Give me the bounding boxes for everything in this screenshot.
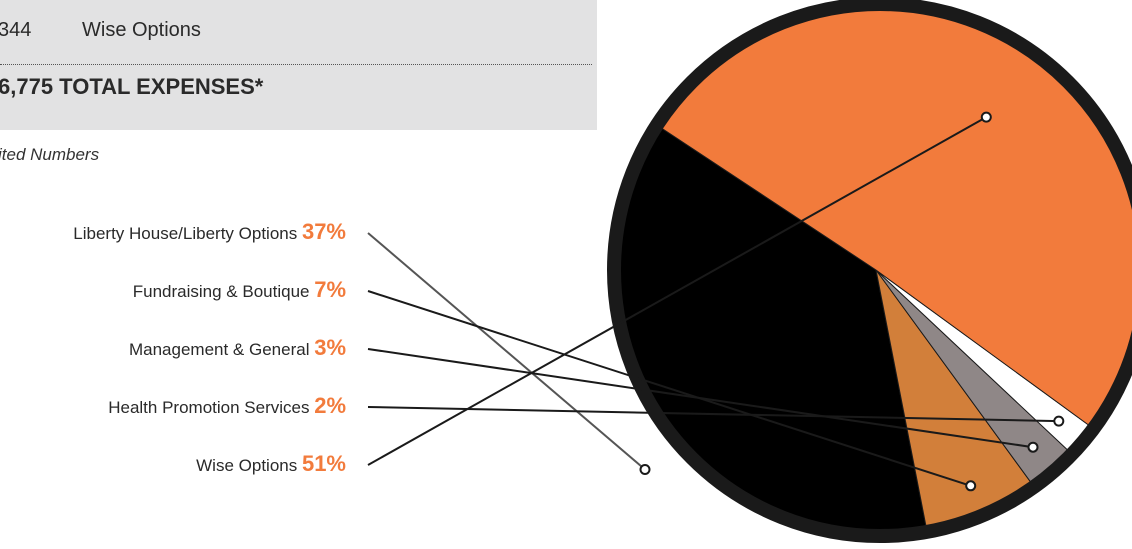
leader-line-wise-options — [367, 116, 987, 466]
leader-line-fundraising-boutique — [367, 290, 972, 487]
legend-label: Fundraising & Boutique — [133, 282, 314, 301]
legend-percent: 37% — [302, 219, 346, 244]
total-expenses: 6,775 TOTAL EXPENSES* — [0, 74, 264, 99]
legend-label: Health Promotion Services — [108, 398, 314, 417]
leader-dot-liberty-house-liberty-options — [639, 464, 651, 475]
legend-percent: 51% — [302, 451, 346, 476]
legend-label: Wise Options — [196, 456, 302, 475]
expense-row-name: Wise Options — [82, 19, 201, 41]
legend-percent: 7% — [314, 277, 346, 302]
leader-line-liberty-house-liberty-options — [367, 232, 646, 471]
footnote: ited Numbers — [0, 145, 100, 164]
legend-label: Management & General — [129, 340, 314, 359]
leader-dot-fundraising-boutique — [965, 480, 977, 492]
leader-line-health-promotion-services — [367, 406, 1059, 423]
legend-entry-health-promotion-services: Health Promotion Services 2% — [108, 393, 346, 418]
legend: Liberty House/Liberty Options 37% Fundrai… — [73, 219, 346, 476]
legend-entry-liberty-house-liberty-options: Liberty House/Liberty Options 37% — [73, 219, 346, 244]
expense-row-amount: 344 — [0, 19, 32, 41]
pie-outline — [607, 0, 1132, 543]
leader-dot-health-promotion-services — [1053, 415, 1065, 427]
legend-entry-management-general: Management & General 3% — [129, 335, 346, 360]
leader-lines — [367, 111, 1065, 492]
dotted-divider — [0, 64, 592, 65]
legend-entry-wise-options: Wise Options 51% — [196, 451, 346, 476]
legend-percent: 2% — [314, 393, 346, 418]
legend-label: Liberty House/Liberty Options — [73, 224, 302, 243]
summary-panel: 344 Wise Options 6,775 TOTAL EXPENSES* — [0, 0, 597, 130]
leader-dot-wise-options — [980, 111, 992, 123]
pie-slices — [614, 4, 1132, 536]
legend-percent: 3% — [314, 335, 346, 360]
legend-entry-fundraising-boutique: Fundraising & Boutique 7% — [133, 277, 346, 302]
leader-dot-management-general — [1027, 441, 1039, 453]
leader-line-management-general — [367, 348, 1034, 449]
